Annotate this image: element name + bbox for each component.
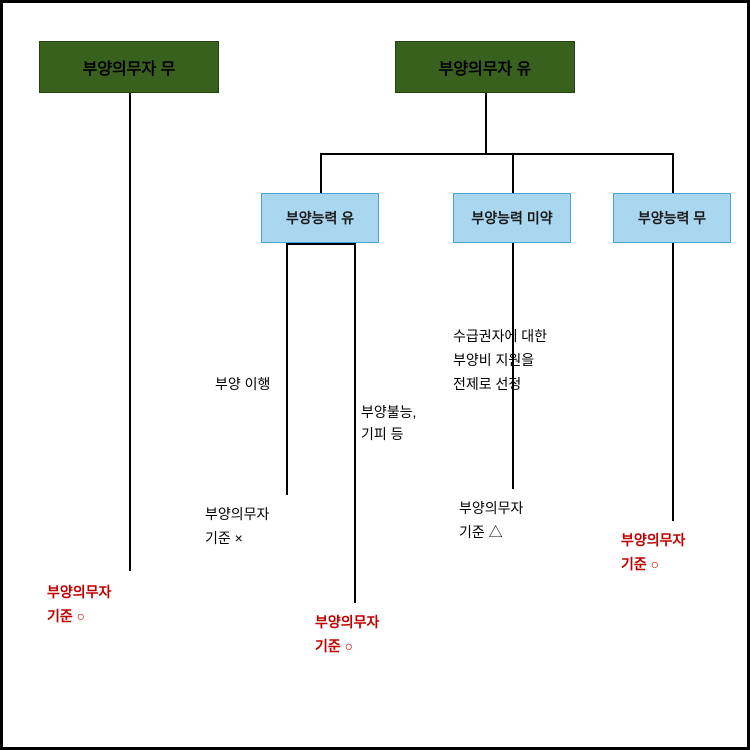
node-left-root: 부양의무자 무 [39, 41, 219, 93]
result-refuse-1: 부양의무자 [315, 611, 379, 633]
node-cap-weak-label: 부양능력 미약 [471, 208, 552, 228]
label-refuse-1: 부양불능, [361, 401, 416, 423]
edge [320, 153, 672, 155]
node-left-root-label: 부양의무자 무 [83, 55, 176, 79]
result-comply-1: 부양의무자 [205, 503, 269, 525]
result-none-2: 기준 ○ [621, 553, 659, 575]
edge [485, 93, 487, 153]
edge [672, 243, 674, 521]
edge [672, 153, 674, 193]
node-cap-yes: 부양능력 유 [261, 193, 379, 243]
node-cap-none: 부양능력 무 [613, 193, 731, 243]
label-weak-2: 부양비 지원을 [453, 349, 534, 371]
edge [286, 243, 288, 495]
node-cap-yes-label: 부양능력 유 [286, 208, 354, 228]
result-weak-1: 부양의무자 [459, 497, 523, 519]
node-right-root: 부양의무자 유 [395, 41, 575, 93]
result-comply-2: 기준 × [205, 527, 243, 549]
edge [512, 153, 514, 193]
label-comply2: 부양 이행 [215, 373, 270, 395]
label-weak-1: 수급권자에 대한 [453, 325, 547, 347]
result-left-1: 부양의무자 [47, 581, 111, 603]
flowchart-canvas: 부양의무자 무 부양의무자 유 부양능력 유 부양능력 미약 부양능력 무 부양… [0, 0, 750, 750]
result-none-1: 부양의무자 [621, 529, 685, 551]
label-refuse-2: 기피 등 [361, 423, 404, 445]
label-weak-3: 전제로 선정 [453, 373, 521, 395]
result-left-2: 기준 ○ [47, 605, 85, 627]
result-refuse-2: 기준 ○ [315, 635, 353, 657]
result-weak-2: 기준 △ [459, 521, 503, 543]
edge [320, 153, 322, 193]
node-cap-weak: 부양능력 미약 [453, 193, 571, 243]
edge [129, 93, 131, 571]
node-cap-none-label: 부양능력 무 [638, 208, 706, 228]
node-right-root-label: 부양의무자 유 [439, 55, 532, 79]
edge [286, 243, 354, 245]
edge [354, 243, 356, 603]
